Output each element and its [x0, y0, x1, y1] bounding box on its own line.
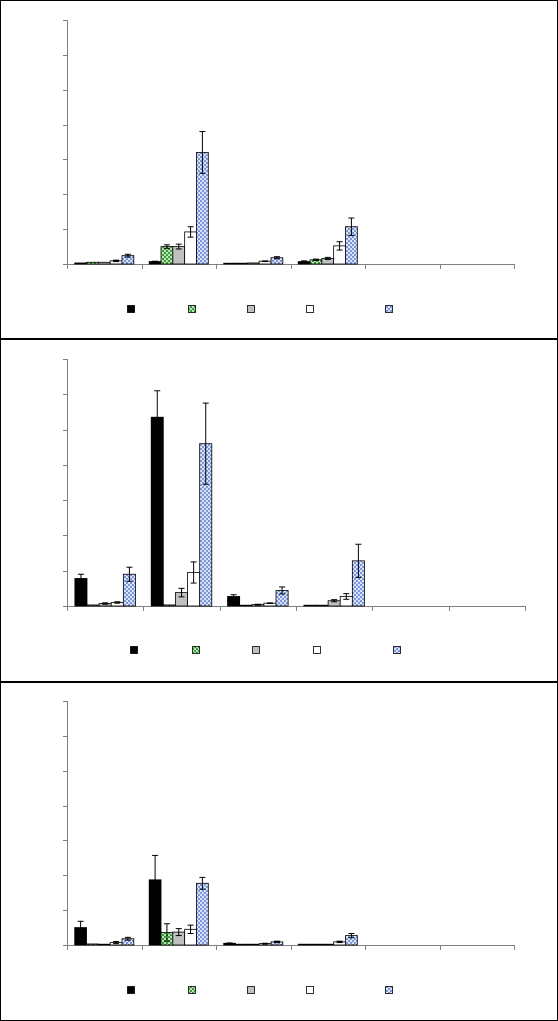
bar — [246, 262, 260, 265]
legend-swatch — [385, 305, 393, 313]
bar — [160, 246, 174, 265]
bar — [150, 416, 164, 607]
legend-swatch — [306, 986, 314, 994]
bar — [97, 261, 111, 265]
legend-swatch — [247, 305, 255, 313]
legend-swatch — [313, 646, 321, 654]
legend-swatch — [130, 646, 138, 654]
legend-swatch — [188, 986, 196, 994]
bar — [74, 262, 87, 265]
bar — [239, 604, 253, 607]
legend-swatch — [393, 646, 401, 654]
chart-frame — [0, 682, 558, 1021]
bar — [162, 604, 176, 607]
chart-frame — [0, 339, 558, 682]
bar — [303, 604, 317, 607]
legend-swatch — [252, 646, 260, 654]
bar — [321, 943, 335, 946]
chart-frame — [0, 0, 558, 339]
bar — [235, 262, 248, 265]
legend — [127, 986, 393, 994]
legend-swatch — [127, 986, 135, 994]
legend-swatch — [385, 986, 393, 994]
bar — [246, 943, 260, 946]
bar — [86, 261, 99, 265]
bar — [86, 943, 99, 946]
bar — [235, 943, 248, 946]
bar-group — [74, 131, 358, 265]
legend-swatch — [127, 305, 135, 313]
legend-swatch — [192, 646, 200, 654]
chart-panel-1 — [0, 0, 558, 339]
bar — [97, 943, 111, 946]
bar — [86, 604, 100, 607]
chart-panel-2 — [0, 339, 558, 682]
legend-swatch — [306, 305, 314, 313]
bar — [223, 262, 236, 265]
legend-swatch — [247, 986, 255, 994]
bar — [196, 882, 209, 946]
chart-panel-3 — [0, 682, 558, 1021]
bar — [297, 943, 311, 946]
bar-group — [74, 390, 365, 607]
bar — [315, 604, 329, 607]
legend — [130, 646, 401, 654]
bar-group — [74, 854, 358, 946]
bar — [309, 943, 323, 946]
legend-swatch — [188, 305, 196, 313]
legend — [127, 305, 393, 313]
